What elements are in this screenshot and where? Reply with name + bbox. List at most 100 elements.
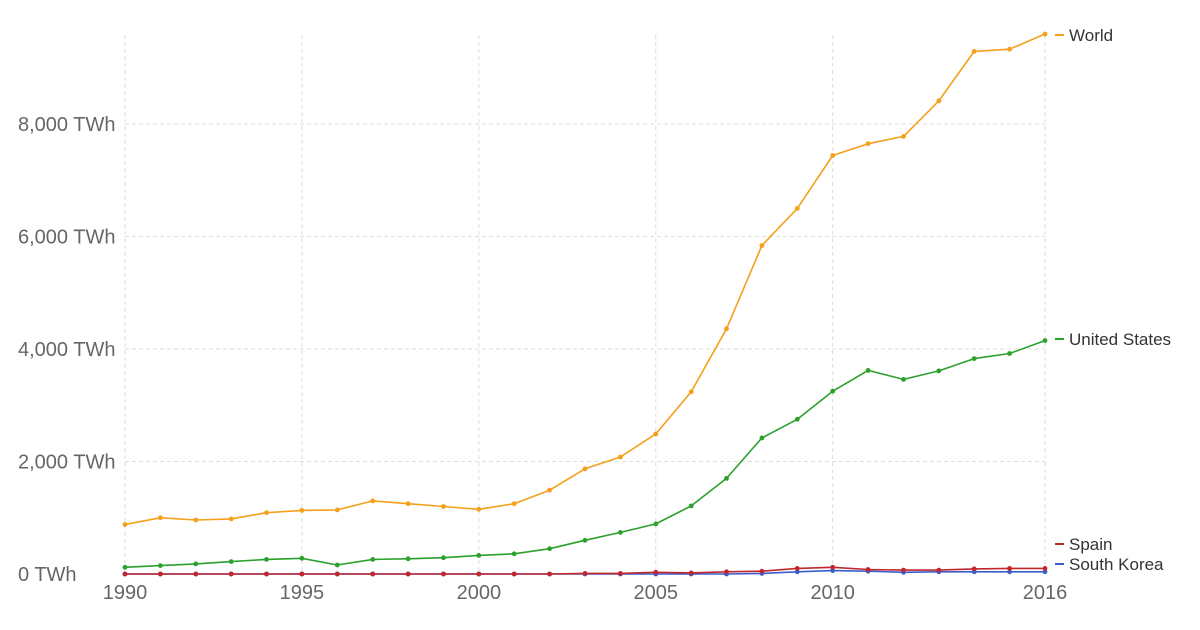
data-point — [830, 153, 836, 158]
legend-item-world: World — [1055, 26, 1113, 45]
data-point — [653, 431, 659, 437]
data-point — [759, 243, 765, 248]
legend-label: South Korea — [1069, 555, 1164, 574]
y-tick-label: 6,000 TWh — [18, 227, 115, 249]
data-point — [511, 551, 517, 557]
data-point — [936, 567, 942, 573]
data-point — [618, 454, 623, 460]
data-point — [688, 503, 694, 509]
y-tick-label: 4,000 TWh — [18, 339, 115, 361]
data-point — [122, 564, 128, 570]
data-point — [618, 571, 623, 576]
legend-item-south-korea: South Korea — [1055, 555, 1164, 574]
data-point — [370, 557, 376, 562]
data-point — [830, 564, 836, 570]
data-point — [228, 571, 234, 577]
data-point — [794, 416, 800, 422]
data-point — [865, 368, 871, 373]
grid — [124, 35, 1046, 574]
y-tick-label: 8,000 TWh — [18, 114, 115, 136]
data-point — [193, 517, 199, 523]
data-point — [299, 555, 305, 561]
data-point — [901, 377, 906, 382]
data-point — [759, 568, 765, 574]
data-point — [193, 561, 199, 567]
data-point — [441, 571, 446, 577]
data-point — [1042, 566, 1048, 571]
data-point — [1042, 31, 1048, 37]
data-point — [971, 566, 977, 572]
x-tick-label: 2016 — [1023, 582, 1068, 604]
data-point — [405, 556, 411, 562]
data-point — [865, 567, 871, 572]
data-point — [264, 557, 269, 562]
data-point — [122, 571, 128, 577]
y-tick-label: 0 TWh — [18, 564, 77, 586]
data-point — [441, 555, 446, 561]
x-tick-label: 1990 — [103, 582, 148, 604]
y-axis-ticks: 0 TWh 2,000 TWh 4,000 TWh 6,000 TWh 8,000 TW… — [18, 114, 115, 586]
y-tick-label: 2,000 TWh — [18, 452, 115, 474]
legend-item-united-states: United States — [1055, 330, 1171, 349]
data-point — [334, 571, 340, 577]
data-point — [794, 569, 800, 575]
data-point — [511, 571, 517, 577]
data-point — [901, 567, 906, 573]
x-tick-label: 2010 — [810, 582, 855, 604]
data-point — [334, 507, 340, 513]
data-point — [158, 571, 163, 577]
legend-item-spain: Spain — [1055, 535, 1112, 554]
data-point — [971, 356, 977, 361]
data-point — [547, 546, 552, 552]
data-point — [228, 516, 234, 522]
data-point — [441, 504, 446, 509]
data-point — [228, 559, 234, 564]
data-point — [264, 571, 269, 577]
data-point — [299, 508, 305, 513]
series-line — [124, 339, 1046, 569]
data-point — [476, 506, 482, 512]
data-point — [794, 206, 800, 211]
series-spain — [122, 564, 1048, 577]
data-point — [299, 571, 305, 577]
data-point — [865, 141, 871, 147]
data-point — [830, 388, 836, 394]
data-point — [971, 49, 977, 54]
data-point — [476, 571, 482, 577]
data-point — [547, 571, 552, 577]
data-point — [1007, 566, 1012, 571]
data-point — [511, 501, 517, 507]
data-point — [405, 571, 411, 577]
series-world — [122, 31, 1048, 527]
data-point — [158, 563, 163, 568]
data-point — [901, 134, 906, 139]
data-point — [582, 537, 588, 543]
data-point — [547, 487, 552, 493]
data-point — [1042, 569, 1048, 575]
data-point — [936, 98, 942, 104]
data-point — [618, 530, 623, 535]
data-point — [794, 566, 800, 571]
legend-label: United States — [1069, 330, 1171, 349]
series-line — [124, 33, 1046, 526]
data-point — [476, 553, 482, 558]
data-point — [193, 571, 199, 577]
data-point — [582, 571, 588, 576]
data-point — [582, 466, 588, 472]
data-point — [264, 510, 269, 516]
data-point — [334, 562, 340, 568]
x-tick-label: 2005 — [634, 582, 679, 604]
data-point — [653, 569, 659, 575]
data-point — [830, 568, 836, 573]
data-point — [370, 498, 376, 504]
data-point — [1042, 338, 1048, 343]
data-point — [158, 515, 163, 521]
data-point — [122, 522, 128, 527]
data-point — [724, 569, 729, 575]
data-point — [724, 326, 729, 332]
data-point — [688, 389, 694, 395]
legend-label: World — [1069, 26, 1113, 45]
data-point — [405, 501, 411, 507]
